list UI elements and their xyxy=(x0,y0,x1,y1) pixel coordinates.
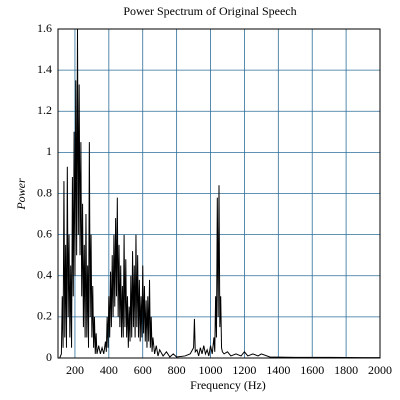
chart-title: Power Spectrum of Original Speech xyxy=(123,4,296,18)
y-tick-label: 0.8 xyxy=(37,185,52,199)
x-axis-label: Frequency (Hz) xyxy=(190,378,266,392)
x-tick-label: 1800 xyxy=(334,363,358,377)
y-tick-label: 0.2 xyxy=(37,309,52,323)
y-tick-label: 0.6 xyxy=(37,226,52,240)
plot-frame xyxy=(57,28,381,359)
y-tick-label: 1.6 xyxy=(37,21,52,35)
x-tick-label: 1600 xyxy=(300,363,324,377)
x-tick-label: 600 xyxy=(134,363,152,377)
x-tick-label: 2000 xyxy=(368,363,392,377)
x-tick-label: 200 xyxy=(66,363,84,377)
x-tick-label: 400 xyxy=(100,363,118,377)
y-tick-label: 1.2 xyxy=(37,103,52,117)
x-tick-label: 1400 xyxy=(266,363,290,377)
y-tick-label: 1.4 xyxy=(37,62,52,76)
y-tick-label: 0 xyxy=(46,350,52,364)
y-axis-label: Power xyxy=(14,178,28,211)
x-tick-label: 1000 xyxy=(199,363,223,377)
y-tick-label: 0.4 xyxy=(37,268,52,282)
y-tick-label: 1 xyxy=(46,144,52,158)
spectrum-line xyxy=(59,28,380,359)
x-tick-label: 800 xyxy=(168,363,186,377)
x-tick-label: 1200 xyxy=(232,363,256,377)
